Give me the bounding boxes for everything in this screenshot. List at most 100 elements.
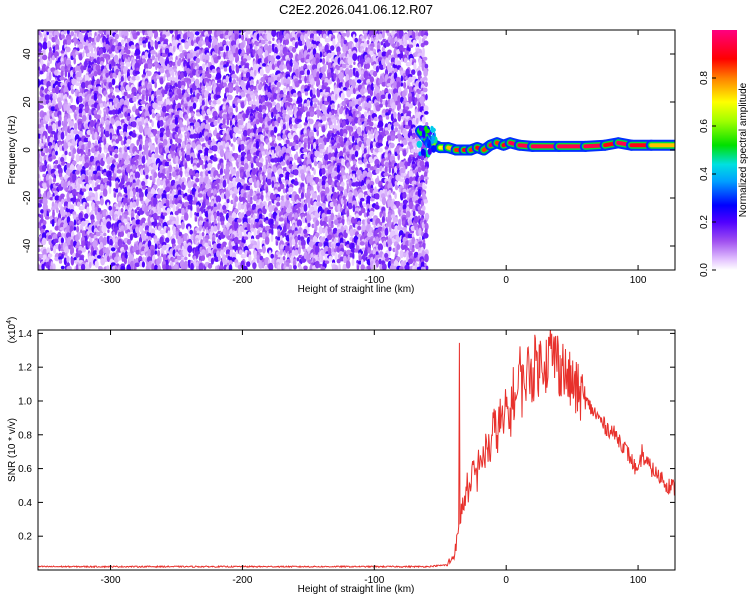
heatmap-cell [192,102,197,110]
heatmap-cell [295,139,299,145]
heatmap-cell [324,260,330,265]
heatmap-cell [114,153,119,159]
heatmap-cell [131,76,137,81]
heatmap-cell [123,218,128,224]
heatmap-cell [244,99,247,106]
heatmap-cell [60,92,64,101]
heatmap-cell [141,94,145,102]
heatmap-cell [96,78,101,86]
heatmap-cell [49,57,53,64]
heatmap-cell [242,265,248,270]
heatmap-cell [249,199,253,205]
heatmap-cell [126,138,132,145]
heatmap-cell [108,205,112,211]
heatmap-cell [279,183,285,190]
heatmap-cell [291,30,296,38]
heatmap-cell [65,187,69,193]
heatmap-cell [51,36,56,43]
heatmap-cell [236,86,239,95]
heatmap-cell [117,192,122,199]
heatmap-cell [225,75,229,83]
heatmap-cell [98,109,102,115]
heatmap-cell [267,120,271,126]
heatmap-cell [129,69,134,76]
heatmap-cell [123,226,127,231]
heatmap-cell [106,221,112,230]
heatmap-cell [93,109,98,115]
heatmap-cell [117,200,121,208]
heatmap-cell [151,120,154,128]
heatmap-cell [40,209,45,214]
heatmap-cell [156,194,161,199]
heatmap-cell [178,44,183,52]
heatmap-cell [62,39,68,46]
heatmap-cell [66,255,70,263]
heatmap-cell [294,41,298,49]
heatmap-cell [162,212,168,216]
heatmap-cell [293,180,299,186]
heatmap-cell [226,198,230,204]
heatmap-cell [71,173,77,183]
heatmap-cell [214,212,217,220]
heatmap-cell [99,249,104,257]
heatmap-cell [159,119,164,127]
heatmap-cell [267,44,272,54]
heatmap-cell [75,106,80,111]
heatmap-cell [59,76,65,81]
heatmap-cell [300,172,306,182]
heatmap-cell [60,34,65,39]
heatmap-cell [161,34,167,39]
heatmap-cell [73,219,77,226]
heatmap-cell [297,123,302,129]
heatmap-cell [100,166,103,172]
heatmap-cell [123,46,129,51]
heatmap-cell [255,140,260,150]
heatmap-cell [126,238,132,245]
heatmap-cell [197,193,203,198]
heatmap-cell [123,244,128,252]
heatmap-cell [78,265,82,270]
heatmap-cell [153,172,158,178]
heatmap-cell [231,73,237,79]
heatmap-cell [272,44,275,53]
heatmap-cell [72,160,77,165]
heatmap-cell [142,222,145,229]
heatmap-cell [160,93,163,102]
heatmap-cell [92,44,96,48]
heatmap-cell [52,123,56,131]
heatmap-cell [146,70,152,77]
heatmap-cell [107,229,110,234]
heatmap-cell [48,235,53,240]
heatmap-cell [142,43,147,48]
heatmap-cell [307,141,311,150]
heatmap-cell [75,50,79,56]
heatmap-cell [109,132,113,141]
heatmap-cell [114,109,119,115]
heatmap-cell [120,39,125,46]
heatmap-cell [138,124,144,134]
heatmap-cell [107,236,110,245]
heatmap-cell [257,162,263,168]
heatmap-cell [39,70,44,75]
heatmap-cell [93,70,98,77]
heatmap-cell [255,118,260,125]
heatmap-cell [222,140,226,149]
heatmap-cell [57,120,62,128]
heatmap-cell [266,33,272,41]
heatmap-cell [40,36,43,42]
heatmap-cell [61,232,64,238]
heatmap-cell [80,263,86,270]
heatmap-cell [282,124,286,131]
heatmap-cell [313,160,318,167]
heatmap-cell [60,193,65,198]
heatmap-cell [187,245,193,254]
heatmap-cell [295,236,298,244]
heatmap-cell [257,248,263,253]
heatmap-cell [207,73,212,79]
heatmap-cell [213,120,218,126]
heatmap-cell [130,94,134,99]
heatmap-cell [154,41,159,50]
heatmap-cell [198,159,204,166]
heatmap-cell [54,256,60,262]
heatmap-cell [64,69,68,78]
